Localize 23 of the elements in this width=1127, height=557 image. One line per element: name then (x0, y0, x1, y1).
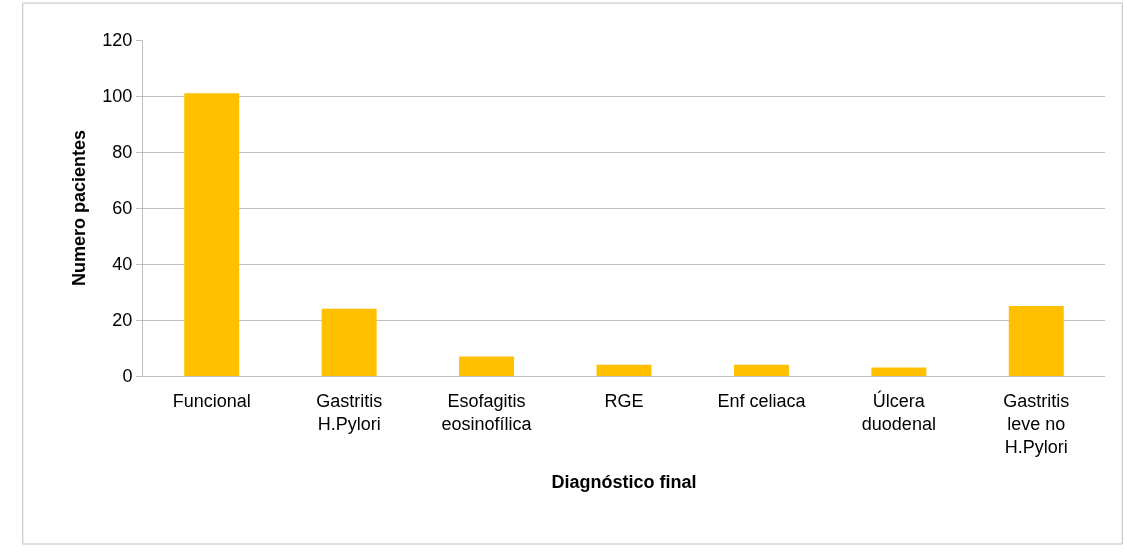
x-tick-label: Enf celiaca (717, 390, 807, 411)
bar (596, 364, 652, 376)
bar (871, 367, 927, 376)
bar (1008, 306, 1064, 376)
x-tick-label: Gastritis H.Pylori (316, 390, 383, 434)
bar (459, 356, 515, 376)
y-tick-label: 120 (102, 30, 133, 51)
x-tick-label: Gastritis leve no H.Pylori (1003, 390, 1070, 458)
bar (321, 308, 377, 376)
x-axis-title: Diagnóstico final (551, 471, 697, 492)
y-tick-label: 0 (122, 366, 133, 387)
y-tick-label: 20 (112, 310, 133, 331)
y-axis-title: Numero pacientes (68, 129, 89, 287)
y-tick-label: 80 (112, 142, 133, 163)
bar (733, 364, 789, 376)
x-tick-label: Úlcera duodenal (861, 389, 936, 434)
y-tick-label: 40 (112, 254, 133, 275)
bar (184, 93, 240, 376)
x-tick-label: Funcional (172, 390, 251, 411)
x-tick-label: Esofagitis eosinofílica (441, 390, 533, 434)
y-tick-label: 60 (112, 198, 133, 219)
y-tick-label: 100 (102, 86, 133, 107)
x-tick-label: RGE (604, 390, 644, 411)
